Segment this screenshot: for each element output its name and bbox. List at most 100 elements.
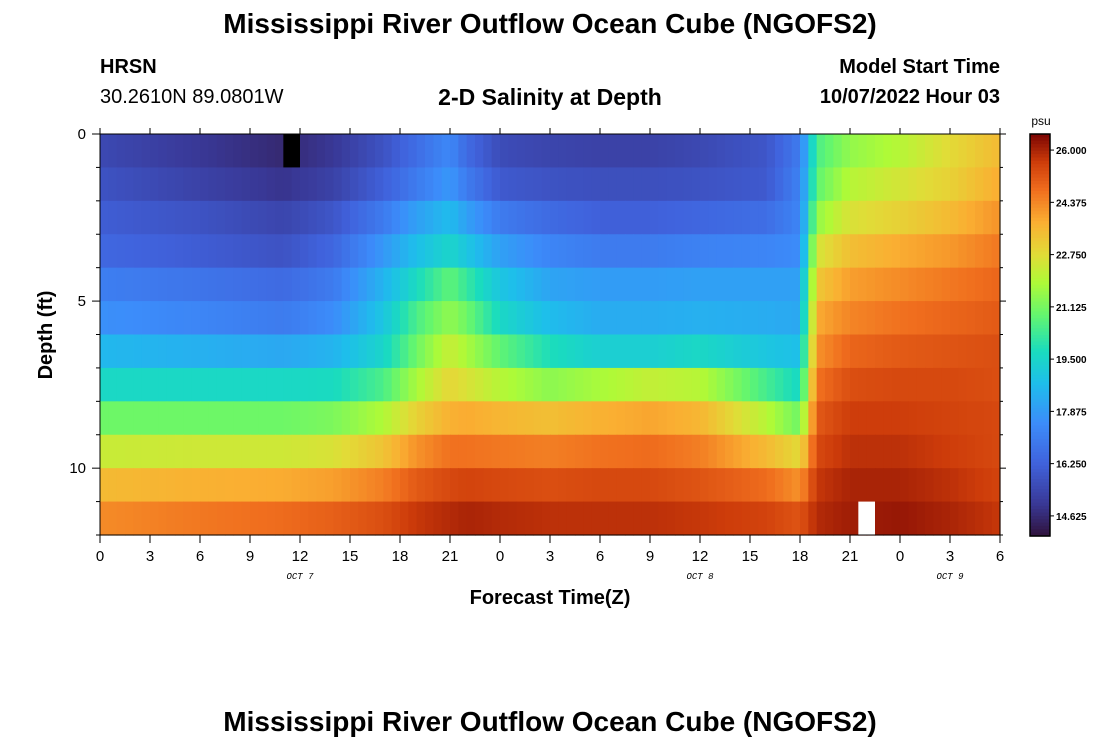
- heatmap-cell: [325, 401, 334, 436]
- colorbar-segment: [1030, 462, 1050, 467]
- heatmap-cell: [233, 267, 243, 302]
- heatmap-cell: [325, 234, 334, 269]
- heatmap-cell: [883, 301, 893, 336]
- heatmap-cell: [175, 267, 184, 302]
- heatmap-cell: [550, 501, 559, 536]
- heatmap-cell: [983, 167, 993, 202]
- x-tick-label: 6: [996, 548, 1004, 565]
- heatmap-cell: [133, 200, 143, 235]
- heatmap-cell: [833, 401, 843, 436]
- heatmap-cell: [683, 134, 693, 169]
- heatmap-cell: [808, 267, 818, 302]
- heatmap-cell: [350, 367, 359, 402]
- heatmap-cell: [416, 200, 426, 235]
- heatmap-cell: [408, 501, 418, 536]
- heatmap-cell: [383, 501, 393, 536]
- heatmap-cell: [591, 501, 601, 536]
- heatmap-cell: [691, 501, 701, 536]
- heatmap-cell: [216, 200, 226, 235]
- heatmap-cell: [958, 200, 968, 235]
- heatmap-cell: [100, 200, 109, 235]
- heatmap-cell: [375, 200, 384, 235]
- heatmap-cell: [816, 167, 826, 202]
- heatmap-cell: [808, 367, 818, 402]
- heatmap-cell: [508, 301, 518, 336]
- heatmap-cell: [125, 234, 134, 269]
- heatmap-cell: [241, 167, 251, 202]
- heatmap-cell: [291, 501, 301, 536]
- colorbar-segment: [1030, 408, 1050, 413]
- heatmap-cell: [275, 334, 284, 369]
- colorbar-segment: [1030, 180, 1050, 185]
- heatmap-cell: [991, 267, 1001, 302]
- heatmap-cell: [750, 234, 759, 269]
- heatmap-cell: [358, 401, 368, 436]
- heatmap-cell: [575, 267, 584, 302]
- heatmap-cell: [633, 167, 643, 202]
- heatmap-cell: [450, 501, 459, 536]
- heatmap-cell: [433, 468, 443, 503]
- heatmap-cell: [441, 301, 451, 336]
- heatmap-cell: [166, 267, 176, 302]
- heatmap-cell: [833, 301, 843, 336]
- heatmap-cell: [516, 200, 526, 235]
- heatmap-cell: [400, 367, 409, 402]
- heatmap-cell: [133, 501, 143, 536]
- colorbar-segment: [1030, 485, 1050, 490]
- heatmap-cell: [141, 501, 151, 536]
- heatmap-cell: [633, 301, 643, 336]
- heatmap-cell: [200, 401, 209, 436]
- heatmap-cell: [191, 367, 201, 402]
- heatmap-cell: [916, 401, 926, 436]
- heatmap-cell: [583, 200, 593, 235]
- heatmap-cell: [441, 167, 451, 202]
- heatmap-cell: [783, 234, 793, 269]
- heatmap-cell: [358, 367, 368, 402]
- heatmap-cell: [733, 334, 743, 369]
- heatmap-cell: [266, 367, 276, 402]
- heatmap-cell: [233, 401, 243, 436]
- heatmap-cell: [475, 134, 484, 169]
- heatmap-cell: [525, 134, 534, 169]
- salinity-heatmap-chart: 0 3 6 9 12 15 18 21 0 3 6 9 12 15 18 21 0 3 6 OCT 7 OCT 8 OCT…: [35, 114, 1087, 609]
- heatmap-cell: [825, 367, 834, 402]
- heatmap-cell: [891, 234, 901, 269]
- heatmap-cell: [700, 401, 709, 436]
- heatmap-cell: [141, 434, 151, 469]
- heatmap-cell: [358, 134, 368, 169]
- heatmap-cell: [708, 434, 718, 469]
- heatmap-cell: [533, 401, 543, 436]
- heatmap-cell: [816, 301, 826, 336]
- heatmap-cell: [291, 401, 301, 436]
- heatmap-cell: [866, 367, 876, 402]
- heatmap-cell: [791, 267, 801, 302]
- heatmap-cell: [491, 434, 501, 469]
- heatmap-cell: [866, 401, 876, 436]
- heatmap-cell: [891, 334, 901, 369]
- heatmap-cell: [941, 468, 951, 503]
- heatmap-cell: [175, 200, 184, 235]
- colorbar-segment: [1030, 201, 1050, 205]
- heatmap-cell: [508, 200, 518, 235]
- heatmap-cell: [575, 334, 584, 369]
- heatmap-cell: [275, 234, 284, 269]
- colorbar-segment: [1030, 190, 1050, 195]
- heatmap-cell: [958, 334, 968, 369]
- heatmap-cell: [575, 234, 584, 269]
- colorbar-segment: [1030, 469, 1050, 473]
- colorbar-segment: [1030, 358, 1050, 363]
- heatmap-cell: [275, 401, 284, 436]
- heatmap-cell: [725, 301, 734, 336]
- heatmap-cell: [541, 501, 551, 536]
- heatmap-cell: [391, 434, 401, 469]
- heatmap-cell: [416, 401, 426, 436]
- heatmap-cell: [566, 434, 576, 469]
- heatmap-cell: [225, 234, 234, 269]
- heatmap-cell: [816, 434, 826, 469]
- colorbar-segment: [1030, 385, 1050, 390]
- heatmap-cell: [133, 234, 143, 269]
- heatmap-cell: [150, 301, 159, 336]
- heatmap-cell: [291, 200, 301, 235]
- colorbar-segment: [1030, 160, 1050, 165]
- heatmap-cell: [200, 200, 209, 235]
